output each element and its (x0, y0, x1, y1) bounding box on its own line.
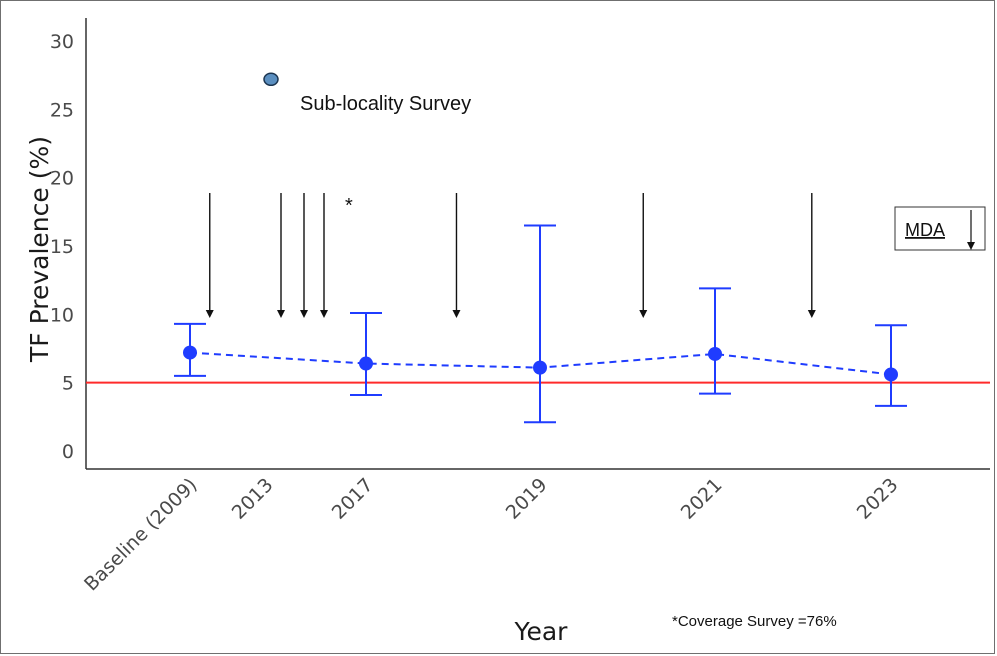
error-bars (174, 224, 907, 424)
mda-arrowhead (277, 310, 285, 318)
mda-legend-arrowhead-icon (967, 242, 975, 250)
y-axis-title: TF Prevalence (%) (25, 136, 54, 363)
coverage-note: *Coverage Survey =76% (672, 613, 837, 630)
y-tick-label: 10 (50, 304, 74, 326)
mda-arrowhead (639, 310, 648, 318)
y-tick-label: 0 (62, 441, 74, 463)
data-points (183, 72, 898, 382)
data-point (533, 360, 547, 375)
mda-arrowhead (300, 310, 308, 318)
y-ticks: 0 5 10 15 20 25 30 (50, 31, 74, 463)
sub-locality-point (263, 72, 279, 87)
mda-arrowhead (807, 310, 816, 318)
data-point (884, 367, 898, 382)
x-tick-label: 2017 (328, 474, 378, 524)
x-axis-title: Year (514, 617, 569, 646)
mda-arrowhead (205, 310, 214, 318)
mda-arrowhead (320, 310, 328, 318)
mda-legend: MDA (894, 206, 986, 251)
y-tick-label: 15 (50, 236, 74, 258)
y-tick-label: 20 (50, 168, 74, 190)
y-tick-label: 25 (50, 99, 74, 121)
data-point (359, 356, 373, 371)
coverage-asterisk: * (345, 195, 353, 217)
mda-legend-label: MDA (905, 220, 945, 240)
sub-locality-label: Sub-locality Survey (300, 93, 471, 115)
x-ticks: Baseline (2009) 2013 2017 2019 2021 2023 (80, 474, 902, 595)
y-tick-label: 5 (62, 373, 74, 395)
axes (85, 18, 990, 470)
data-point (708, 346, 722, 361)
x-tick-label: 2023 (853, 474, 903, 524)
x-tick-label: Baseline (2009) (80, 474, 201, 595)
x-tick-label: 2013 (228, 474, 278, 524)
x-tick-label: 2021 (677, 474, 727, 524)
mda-arrowhead (452, 310, 461, 318)
x-tick-label: 2019 (502, 474, 552, 524)
y-tick-label: 30 (50, 31, 74, 53)
mda-arrows (205, 193, 816, 318)
data-point (183, 345, 197, 360)
